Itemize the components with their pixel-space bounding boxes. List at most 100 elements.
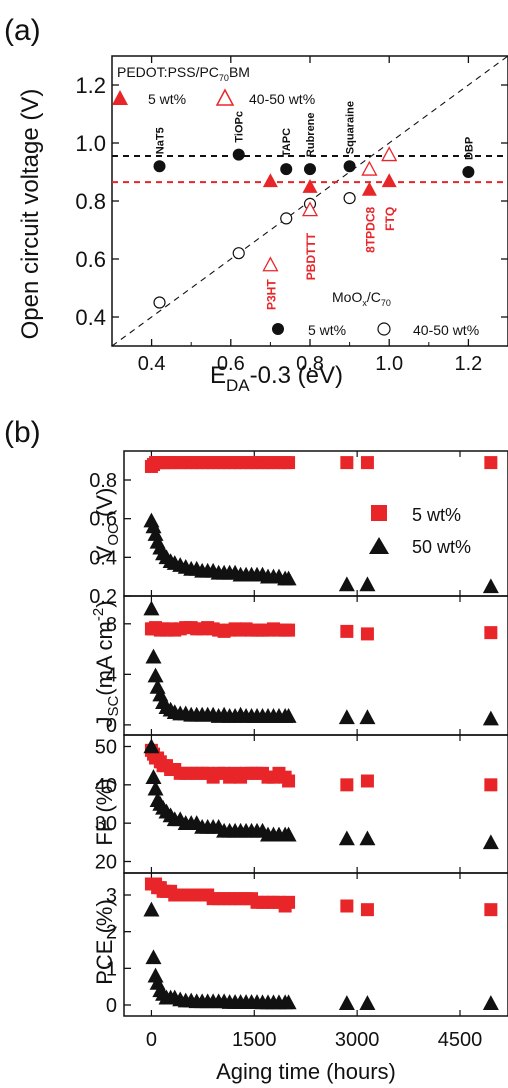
a-y-tick-label: 1.0	[75, 131, 106, 156]
series-5wt-point	[484, 903, 498, 917]
panel-b-label: (b)	[4, 416, 41, 449]
series-5wt-point	[340, 456, 354, 470]
donor-label: DBP	[463, 137, 475, 160]
panel-a-point-labels: NaT5 TiOPc TAPC Rubrene Squaraine DBP P3HT PBDT…	[155, 101, 476, 310]
series-5wt-point	[484, 626, 498, 640]
b-y-tick-label: 0.2	[89, 586, 117, 608]
b-y-tick-label: 3	[106, 885, 117, 907]
panel-a-points	[153, 146, 475, 309]
b-y-tick-label: 8	[106, 614, 117, 636]
legend-5wt-label: 5 wt%	[412, 505, 461, 525]
series-5wt-point	[340, 899, 354, 913]
series-50wt-point	[482, 995, 499, 1010]
series-50wt-point	[145, 648, 162, 664]
donor-label: TAPC	[281, 128, 293, 157]
series-50wt-point	[147, 526, 164, 541]
series-50wt-point	[359, 830, 376, 846]
red-donor-label: FTQ	[383, 207, 397, 231]
panel-b-x-axis-label: Aging time (hours)	[216, 1059, 396, 1084]
legend-pedot-filled-label: 5 wt%	[148, 91, 186, 107]
red-donor-label: 8TPDC8	[363, 206, 377, 252]
series-50wt-point	[280, 570, 297, 586]
b-x-tick-label: 1500	[232, 1029, 277, 1051]
moox-5wt-point	[153, 160, 166, 173]
b-y-tick-label: 1	[106, 958, 117, 980]
moox-5wt-point	[343, 160, 356, 173]
pedot-50wt-point	[361, 160, 378, 176]
series-50wt-point	[145, 518, 162, 534]
series-50wt-point	[338, 830, 355, 846]
series-5wt-point	[360, 903, 374, 917]
moox-50wt-point	[343, 192, 356, 205]
series-50wt-point	[145, 769, 162, 784]
donor-label: Squaraine	[345, 101, 357, 154]
b-y-tick-label: 2	[106, 922, 117, 944]
b-y-tick-label: 50	[95, 737, 117, 759]
b-y-tick-label: 20	[95, 852, 117, 874]
panel-a-x-axis-label: EDA-0.3 (eV)	[210, 362, 343, 395]
legend-50wt-triangle-icon	[369, 537, 389, 554]
legend-moox-open-circle-icon	[377, 322, 391, 336]
series-5wt-point	[282, 774, 296, 788]
legend-moox-filled-label: 5 wt%	[308, 322, 346, 338]
legend-pedot-open-triangle-icon	[215, 88, 235, 106]
series-50wt-point	[145, 949, 162, 965]
series-5wt-point	[340, 778, 354, 792]
moox-50wt-point	[153, 296, 166, 309]
a-x-tick-label: 1.2	[454, 353, 482, 375]
series-50wt-point	[147, 780, 164, 796]
legend-moox-filled-circle-icon	[272, 323, 284, 335]
panel-a-chart: 0.4 0.6 0.8 1.0 1.2 0.4 0.6 0.8 1.0 1.2 NaT5 TiOPc…	[17, 55, 508, 395]
series-50wt-point	[338, 709, 355, 725]
series-5wt-point	[484, 456, 498, 470]
legend-moox-title: MoOx/C70	[332, 289, 391, 308]
b-y-tick-label: 0.6	[89, 509, 117, 531]
a-y-tick-label: 1.2	[75, 73, 106, 98]
b-y-tick-label: 0.8	[89, 470, 117, 492]
series-5wt-point	[484, 778, 498, 792]
series-50wt-point	[482, 578, 499, 594]
a-y-tick-label: 0.4	[75, 305, 106, 330]
b-y-tick-label: 4	[106, 664, 117, 686]
donor-label: TiOPc	[234, 111, 246, 143]
series-50wt-point	[482, 710, 499, 726]
panel-b-points	[143, 456, 499, 1010]
b-y-tick-label: 30	[95, 813, 117, 835]
b-x-tick-label: 0	[146, 1029, 157, 1051]
series-5wt-point	[282, 623, 296, 637]
moox-50wt-point	[232, 247, 245, 260]
series-50wt-point	[338, 995, 355, 1010]
legend-moox-open-label: 40-50 wt%	[413, 322, 479, 338]
jsc-y-axis-label: JSC(mA cm-2)	[90, 600, 122, 727]
series-50wt-point	[143, 738, 160, 754]
pedot-50wt-point	[301, 201, 319, 217]
ff-y-axis-label: FF (%)	[92, 778, 117, 845]
series-5wt-point	[282, 895, 296, 909]
b-y-tick-label: 0	[106, 715, 117, 737]
b-x-tick-label: 4500	[438, 1029, 483, 1051]
series-50wt-point	[280, 708, 297, 723]
legend-pedot-title: PEDOT:PSS/PC70BM	[117, 64, 250, 83]
donor-label: Rubrene	[305, 112, 317, 157]
pedot-5wt-point	[302, 179, 318, 193]
panel-a-ticks: 0.4 0.6 0.8 1.0 1.2 0.4 0.6 0.8 1.0 1.2	[75, 56, 508, 375]
b-y-tick-label: 0.4	[89, 547, 117, 569]
series-50wt-point	[359, 576, 376, 592]
red-donor-label: PBDTTT	[304, 232, 318, 280]
a-y-tick-label: 0.8	[75, 189, 106, 214]
pedot-50wt-point	[262, 256, 279, 272]
a-x-tick-label: 0.8	[296, 353, 324, 375]
a-y-tick-label: 0.6	[75, 247, 106, 272]
red-donor-label: P3HT	[264, 279, 278, 310]
legend-5wt-square-icon	[371, 505, 387, 521]
b-y-tick-label: 0	[106, 995, 117, 1017]
legend-50wt-label: 50 wt%	[412, 537, 471, 557]
pce-y-axis-label: PCE (%)	[92, 899, 117, 985]
subplot-frame	[123, 734, 508, 874]
donor-label: NaT5	[155, 127, 167, 154]
pedot-50wt-point	[381, 146, 398, 162]
a-x-tick-label: 0.6	[217, 353, 245, 375]
